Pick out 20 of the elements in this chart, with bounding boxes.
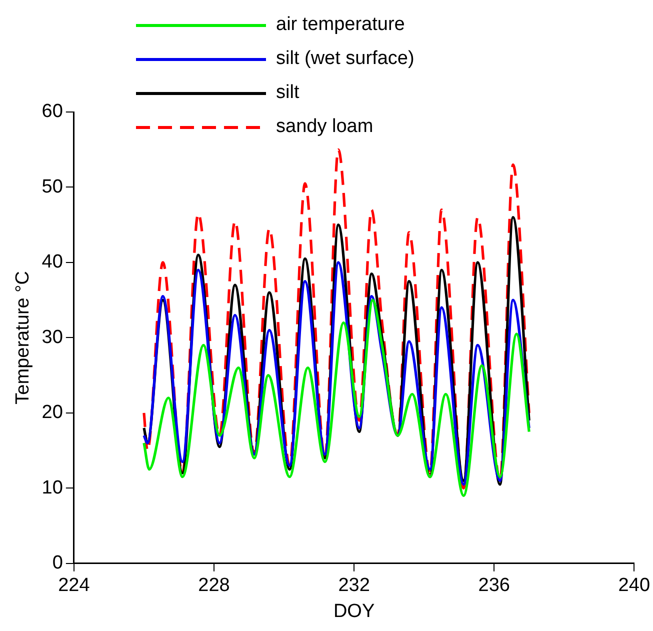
legend-label: silt (wet surface): [276, 48, 414, 70]
x-axis-title: DOY: [333, 600, 375, 622]
y-tick-label: 60: [42, 101, 63, 122]
x-tick-label: 232: [338, 575, 370, 596]
x-tick-label: 224: [58, 575, 90, 596]
y-tick-label: 20: [42, 402, 63, 424]
x-tick-label: 236: [478, 575, 510, 596]
legend-label: silt: [276, 82, 300, 104]
y-tick-label: 50: [42, 176, 63, 198]
y-tick-label: 40: [42, 252, 63, 273]
legend-label: sandy loam: [276, 116, 374, 138]
line-series: [142, 298, 530, 497]
x-tick-label: 240: [618, 575, 650, 596]
legend-label: air temperature: [276, 14, 405, 36]
y-axis-title: Temperature °C: [12, 271, 34, 404]
y-tick-label: 30: [42, 326, 63, 348]
x-tick-label: 228: [198, 575, 230, 596]
line-series: [142, 148, 530, 490]
y-tick-label: 10: [42, 477, 63, 498]
y-tick-label: 0: [52, 552, 63, 574]
